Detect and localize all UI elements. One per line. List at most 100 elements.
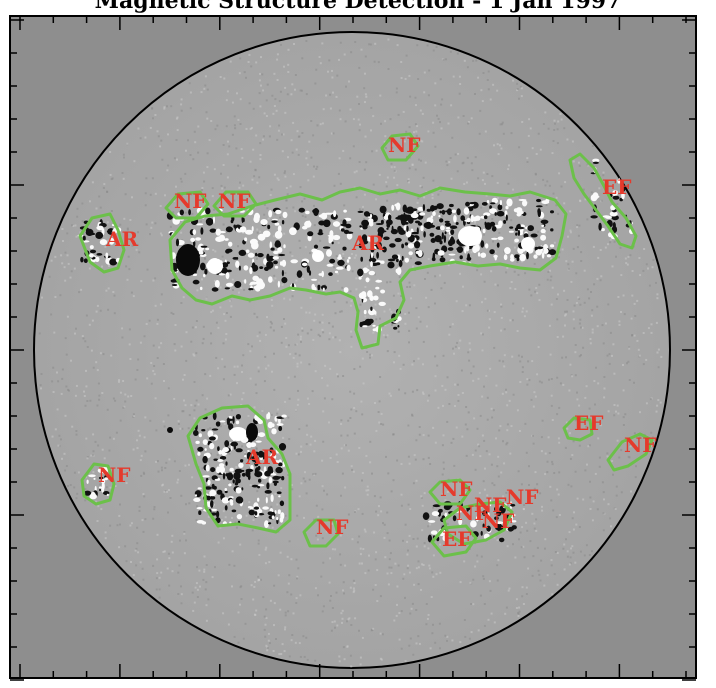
disk-speckle	[512, 543, 514, 546]
axis-ticks	[10, 16, 696, 681]
disk-speckle	[156, 572, 159, 575]
disk-speckle	[296, 130, 299, 133]
flux-element	[540, 228, 546, 234]
disk-speckle	[304, 480, 307, 483]
disk-speckle	[518, 606, 521, 609]
disk-speckle	[297, 389, 299, 392]
disk-speckle	[152, 517, 155, 520]
disk-speckle	[197, 151, 200, 154]
disk-speckle	[390, 255, 393, 258]
flux-element	[86, 479, 89, 484]
disk-speckle	[325, 94, 328, 97]
flux-element	[511, 520, 517, 523]
disk-speckle	[544, 452, 547, 455]
disk-speckle	[270, 505, 273, 508]
disk-speckle	[340, 434, 343, 437]
disk-speckle	[631, 270, 634, 272]
flux-element	[226, 269, 232, 273]
disk-speckle	[384, 324, 387, 327]
disk-speckle	[297, 153, 300, 156]
disk-speckle	[370, 354, 373, 357]
disk-speckle	[380, 423, 383, 425]
flux-element	[328, 272, 333, 276]
disk-speckle	[285, 199, 288, 202]
disk-speckle	[555, 516, 558, 519]
flux-element	[379, 205, 387, 214]
disk-speckle	[285, 207, 288, 210]
disk-speckle	[499, 425, 502, 428]
disk-speckle	[569, 231, 572, 234]
flux-element	[546, 254, 552, 258]
disk-speckle	[352, 591, 355, 594]
disk-speckle	[580, 260, 583, 262]
disk-speckle	[361, 562, 363, 565]
flux-element	[459, 255, 463, 260]
disk-speckle	[484, 297, 487, 300]
disk-speckle	[297, 453, 300, 456]
disk-speckle	[578, 355, 581, 358]
flux-element	[509, 226, 514, 229]
disk-speckle	[482, 171, 485, 174]
disk-speckle	[463, 182, 466, 185]
flux-element	[235, 448, 243, 453]
disk-speckle	[257, 575, 260, 578]
disk-speckle	[563, 127, 566, 130]
flux-element	[391, 225, 394, 233]
disk-speckle	[237, 641, 240, 644]
disk-speckle	[615, 485, 618, 488]
flux-element	[507, 526, 514, 532]
flux-element	[98, 476, 104, 480]
disk-speckle	[611, 265, 614, 268]
disk-speckle	[560, 185, 563, 188]
disk-speckle	[132, 295, 135, 298]
disk-speckle	[547, 127, 550, 130]
label-nf-top: NF	[388, 133, 420, 157]
disk-speckle	[295, 452, 298, 455]
flux-element	[455, 222, 459, 225]
disk-speckle	[597, 437, 600, 440]
disk-speckle	[606, 452, 609, 455]
disk-speckle	[85, 219, 87, 222]
disk-speckle	[475, 59, 478, 62]
flux-element	[253, 506, 260, 510]
disk-speckle	[106, 221, 109, 224]
flux-element	[247, 450, 250, 452]
disk-speckle	[336, 74, 339, 77]
flux-element	[361, 219, 369, 227]
flux-element	[506, 198, 513, 207]
flux-element	[439, 210, 442, 214]
disk-speckle	[591, 145, 594, 147]
disk-speckle	[496, 579, 499, 582]
disk-speckle	[226, 176, 229, 179]
flux-element	[375, 279, 383, 283]
disk-speckle	[206, 152, 209, 155]
disk-speckle	[549, 353, 552, 356]
disk-speckle	[332, 132, 335, 135]
disk-speckle	[482, 204, 485, 207]
disk-speckle	[366, 493, 369, 496]
disk-speckle	[409, 95, 412, 98]
flux-element	[95, 256, 100, 262]
disk-speckle	[309, 443, 312, 446]
disk-speckle	[519, 381, 522, 383]
disk-speckle	[537, 230, 540, 233]
flux-element	[456, 208, 461, 216]
flux-element	[404, 257, 409, 263]
disk-speckle	[602, 491, 605, 494]
disk-speckle	[487, 88, 490, 91]
disk-speckle	[204, 419, 207, 422]
disk-speckle	[314, 472, 317, 475]
disk-speckle	[574, 470, 577, 473]
disk-speckle	[596, 508, 599, 511]
disk-speckle	[273, 624, 275, 627]
disk-speckle	[175, 139, 178, 141]
disk-speckle	[536, 483, 539, 486]
disk-speckle	[565, 538, 567, 541]
disk-speckle	[437, 406, 440, 409]
disk-speckle	[129, 219, 132, 221]
disk-speckle	[91, 319, 94, 322]
disk-speckle	[365, 95, 368, 98]
disk-speckle	[452, 347, 454, 350]
disk-speckle	[354, 511, 356, 513]
disk-speckle	[276, 138, 279, 141]
